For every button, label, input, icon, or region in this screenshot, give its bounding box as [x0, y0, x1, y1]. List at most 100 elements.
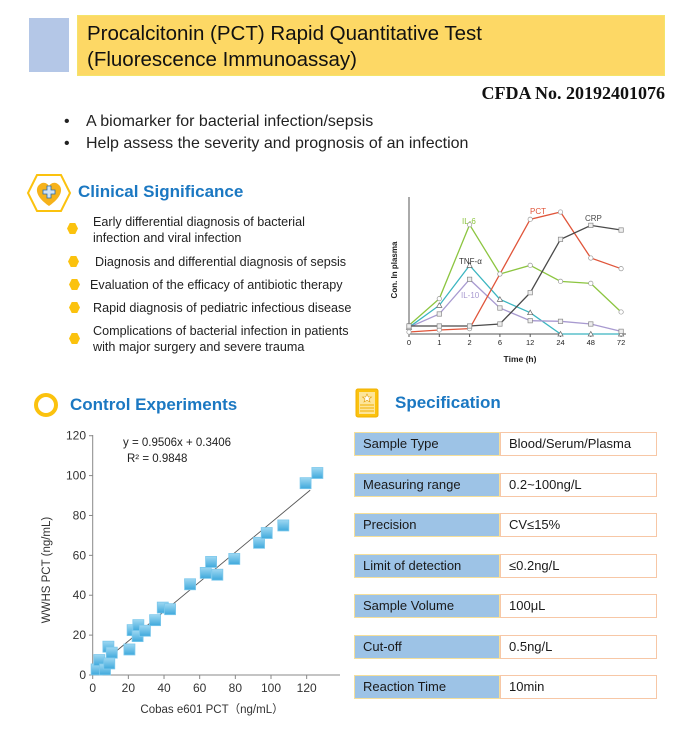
x-tick-label: 20 [122, 681, 136, 695]
x-tick-label: 12 [526, 338, 534, 347]
y-tick-label: 20 [73, 628, 87, 642]
intro-bullet: • A biomarker for bacterial infection/sep… [64, 113, 374, 130]
data-point [184, 578, 196, 591]
data-point [211, 568, 224, 581]
x-tick-label: 24 [556, 338, 564, 347]
data-point [618, 309, 624, 315]
cfda-number: CFDA No. 20192401076 [481, 83, 666, 103]
data-point [496, 296, 504, 302]
clinical-item: Rapid diagnosis of pediatric infectious … [93, 301, 352, 315]
x-axis-label: Time (h) [504, 354, 537, 364]
series-label-il6: IL-6 [462, 217, 476, 226]
control-heading: Control Experiments [70, 395, 238, 414]
x-tick-label: 120 [297, 681, 317, 695]
data-point [299, 477, 312, 490]
hexagon-bullet-icon [69, 279, 80, 290]
page-title: Procalcitonin (PCT) Rapid Quantitative T… [77, 15, 665, 76]
ring-icon [34, 393, 58, 417]
y-tick-label: 40 [73, 588, 87, 602]
spec-label: Measuring range [354, 473, 500, 497]
data-point [588, 255, 594, 261]
clinical-item: Diagnosis and differential diagnosis of … [95, 255, 347, 269]
data-point [527, 216, 533, 222]
spec-label: Sample Volume [354, 594, 500, 618]
series-line [408, 211, 622, 333]
hexagon-bullet-icon [67, 223, 78, 234]
y-tick-label: 60 [73, 548, 87, 562]
spec-value: 0.5ng/L [500, 635, 657, 659]
trendline [92, 489, 311, 672]
spec-label: Precision [354, 513, 500, 537]
data-point [406, 329, 412, 335]
data-point [497, 271, 503, 277]
series-label-pct: PCT [530, 207, 546, 216]
data-point [618, 227, 624, 233]
intro-bullet: • Help assess the severity and prognosis … [64, 135, 469, 152]
document-star-icon [355, 388, 379, 418]
r-squared: R² = 0.9848 [127, 453, 187, 465]
data-point [527, 318, 533, 324]
data-point [205, 556, 217, 568]
cytokine-line-chart: 0 1 2 6 12 24 48 72 Con. In plasma Time (h) IL-… [390, 197, 626, 364]
data-point [253, 536, 265, 549]
data-point [557, 330, 564, 337]
data-point [260, 527, 273, 539]
data-point [467, 222, 473, 228]
data-point [467, 323, 473, 329]
x-tick-label: 6 [498, 338, 502, 347]
data-point [588, 321, 594, 327]
hexagon-bullet-icon [68, 256, 79, 267]
title-line-1: Procalcitonin (PCT) Rapid Quantitative T… [87, 22, 482, 45]
x-tick-label: 0 [89, 681, 96, 695]
data-point [497, 305, 503, 311]
data-point [103, 657, 116, 670]
data-point [557, 236, 564, 242]
spec-value: 100μL [500, 594, 657, 618]
data-point [228, 553, 241, 565]
y-axis-label: WWHS PCT (ng/mL) [41, 517, 53, 624]
x-tick-label: 2 [468, 338, 472, 347]
spec-label: Cut-off [354, 635, 500, 659]
x-tick-label: 100 [261, 681, 281, 695]
clinical-heading: Clinical Significance [78, 182, 244, 201]
series-line [408, 264, 622, 335]
spec-value: CV≤15% [500, 513, 657, 537]
correlation-scatter-chart: 0 20 40 60 80 100 120 0 20 40 60 80 100 120 y = 0.950… [41, 429, 340, 716]
series-line [409, 224, 622, 327]
data-point [105, 646, 118, 659]
y-tick-label: 120 [66, 429, 86, 443]
data-point [311, 467, 324, 479]
data-point [557, 318, 564, 324]
clinical-item: Early differential diagnosis of bacteria… [93, 215, 305, 245]
data-point [618, 266, 624, 272]
data-point [588, 280, 594, 286]
data-point [557, 209, 564, 215]
data-point [466, 262, 473, 268]
hexagon-bullet-icon [69, 333, 80, 344]
decorative-square [29, 18, 69, 72]
data-point [436, 311, 442, 317]
data-point [406, 323, 412, 329]
x-tick-label: 0 [407, 338, 411, 347]
y-tick-label: 100 [66, 469, 86, 483]
y-axis-label: Con. In plasma [390, 241, 399, 298]
spec-label: Sample Type [354, 432, 500, 456]
specification-heading: Specification [395, 393, 501, 412]
data-point [587, 330, 594, 337]
data-point [527, 262, 533, 268]
data-point [618, 328, 624, 334]
spec-value: 10min [500, 675, 657, 699]
x-tick-label: 72 [617, 338, 625, 347]
spec-label: Reaction Time [354, 675, 500, 699]
series-line [408, 223, 622, 326]
data-point [557, 278, 564, 284]
x-tick-label: 1 [437, 338, 441, 347]
data-point [527, 290, 533, 296]
data-point [149, 614, 162, 627]
spec-value: ≤0.2ng/L [500, 554, 657, 578]
clinical-item: Evaluation of the efficacy of antibiotic… [90, 278, 343, 292]
x-tick-label: 48 [587, 338, 595, 347]
data-point [497, 321, 503, 327]
clinical-item: Complications of bacterial infection in … [93, 324, 349, 354]
series-label-crp: CRP [585, 214, 602, 223]
